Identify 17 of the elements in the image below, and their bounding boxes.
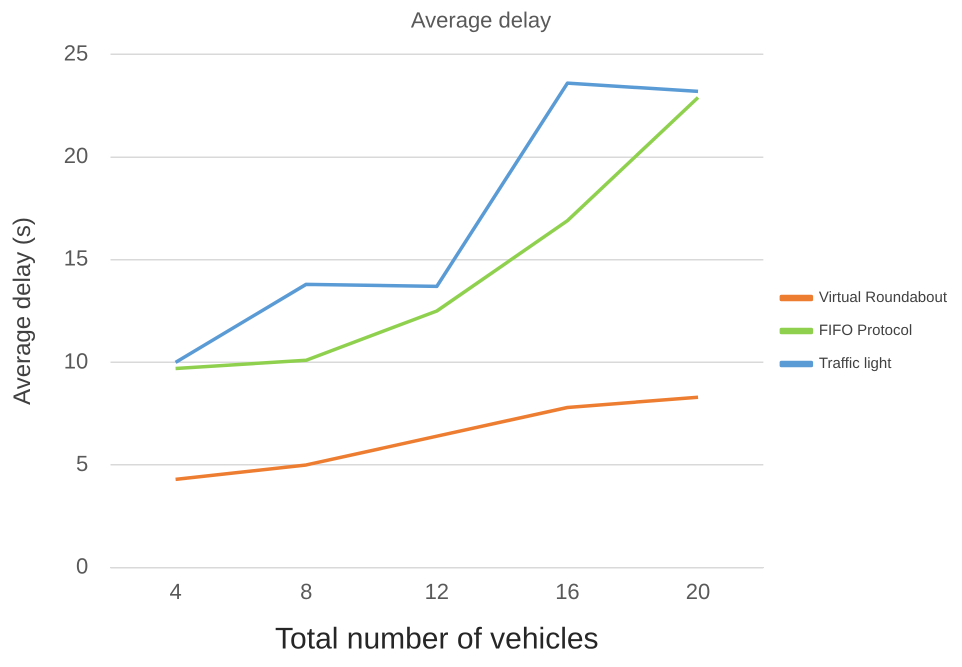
y-tick-label: 10 xyxy=(64,348,88,374)
x-tick-label: 20 xyxy=(686,578,710,604)
chart-title: Average delay xyxy=(410,7,552,32)
legend-label: Traffic light xyxy=(818,355,892,372)
legend-label: FIFO Protocol xyxy=(818,322,912,340)
x-tick-label: 16 xyxy=(555,578,580,604)
y-tick-label: 5 xyxy=(76,451,88,476)
legend-label: Virtual Roundabout xyxy=(818,289,948,306)
y-tick-label: 15 xyxy=(64,246,88,271)
y-tick-label: 20 xyxy=(64,143,88,168)
y-tick-label: 0 xyxy=(76,554,88,579)
x-tick-label: 12 xyxy=(424,578,450,604)
x-tick-label: 4 xyxy=(169,578,182,604)
y-axis-title: Average delay (s) xyxy=(9,217,36,405)
x-axis-title: Total number of vehicles xyxy=(275,622,599,656)
y-tick-label: 25 xyxy=(64,40,88,66)
x-tick-label: 8 xyxy=(300,578,312,604)
